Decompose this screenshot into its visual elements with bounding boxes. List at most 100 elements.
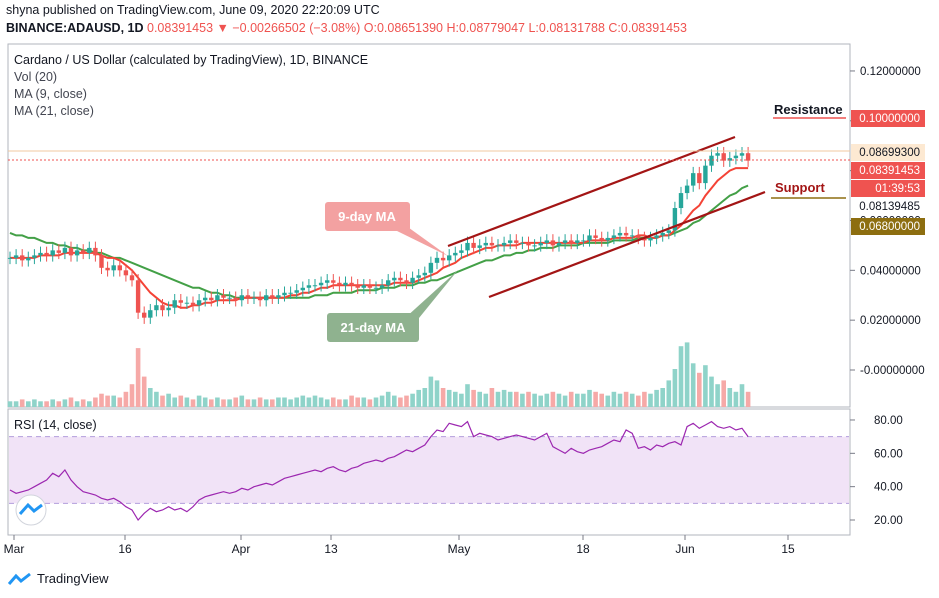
volume-bar [62, 399, 68, 407]
volume-bar [245, 399, 251, 407]
volume-bar [611, 391, 617, 407]
ma9-indicator-label[interactable]: MA (9, close) [14, 87, 87, 101]
candle-body [636, 235, 641, 238]
volume-bar [38, 401, 43, 407]
x-tick-label: 13 [324, 542, 338, 556]
candle-body [745, 153, 751, 161]
volume-bar [227, 399, 232, 407]
candle-body [465, 242, 470, 251]
volume-bar [68, 397, 74, 407]
candle-body [373, 287, 379, 289]
volume-bar [74, 401, 80, 407]
volume-bar [453, 391, 458, 407]
candle-body [203, 297, 208, 301]
volume-bar [709, 376, 714, 407]
resistance-label: Resistance [774, 102, 843, 117]
candle-body [38, 252, 43, 256]
volume-bar [617, 393, 623, 407]
ma21-callout: 21-day MA [327, 270, 458, 342]
ma21-indicator-label[interactable]: MA (21, close) [14, 104, 94, 118]
volume-bar [32, 399, 37, 407]
x-tick-label: Jun [675, 542, 694, 556]
volume-bar [141, 376, 147, 407]
volume-bar [263, 399, 269, 407]
candle-body [32, 255, 37, 258]
candle-body [135, 280, 141, 313]
candle-body [81, 250, 86, 253]
candle-body [74, 250, 80, 256]
candle-body [178, 300, 183, 303]
candle-body [605, 237, 610, 241]
volume-bar [642, 391, 647, 407]
volume-bar [80, 399, 86, 407]
volume-bar [215, 397, 220, 407]
volume-bar [416, 389, 421, 407]
rsi-tick-label: 60.00 [874, 448, 903, 460]
ma21-line [9, 184, 749, 299]
candle-body [288, 292, 293, 294]
candle-body [337, 282, 342, 286]
candle-body [453, 252, 458, 256]
volume-bar [538, 395, 543, 407]
channel-lower-line [488, 190, 766, 299]
candle-body [129, 275, 135, 281]
candle-body [123, 270, 129, 276]
candle-body [660, 232, 665, 236]
candle-body [331, 280, 336, 283]
footer-brand[interactable]: TradingView [8, 571, 109, 586]
volume-bar [361, 397, 367, 407]
volume-bar [257, 397, 263, 407]
ma9-badge-text: 0.08139485 [859, 201, 920, 213]
volume-bar [87, 401, 92, 407]
candle-body [410, 277, 415, 283]
x-tick-label: Mar [4, 542, 25, 556]
publisher-line: shyna published on TradingView.com, June… [6, 3, 380, 17]
rsi-indicator-label[interactable]: RSI (14, close) [14, 418, 97, 432]
volume-bar [99, 393, 104, 407]
candle-body [727, 158, 732, 161]
candle-body [209, 297, 214, 301]
upper-price-badge-text: 0.08699300 [859, 147, 920, 159]
candle-body [587, 235, 592, 241]
y-tick-label: 0.02000000 [860, 315, 921, 327]
candle-body [56, 250, 61, 253]
candle-body [93, 247, 98, 256]
y-tick-label: 0.12000000 [860, 66, 921, 78]
volume-bar [56, 401, 62, 407]
volume-bar [324, 399, 330, 407]
volume-bar [654, 389, 659, 407]
candle-body [617, 232, 623, 236]
volume-bar [7, 401, 13, 407]
ma9-badge-box [851, 198, 925, 215]
volume-bar [636, 395, 641, 407]
x-tick-label: 18 [576, 542, 590, 556]
volume-bar [532, 393, 537, 407]
candle-body [550, 240, 556, 246]
ma9-line [10, 167, 749, 309]
volume-bar [282, 397, 287, 407]
vol-indicator-label[interactable]: Vol (20) [14, 70, 58, 84]
volume-bar [434, 380, 440, 407]
candle-body [526, 242, 531, 246]
candle-body [611, 235, 617, 238]
volume-bar [233, 397, 238, 407]
volume-bar [715, 384, 720, 407]
candle-body [562, 240, 568, 243]
support-badge-box [851, 218, 925, 235]
candle-body [630, 235, 635, 237]
price-change: ▼ −0.00266502 (−3.08%) [216, 21, 361, 35]
volume-bar [599, 393, 604, 407]
volume-bar [306, 397, 312, 407]
ma21-callout-text: 21-day MA [340, 320, 406, 335]
candle-body [349, 282, 354, 286]
volume-bar [605, 395, 611, 407]
candle-body [703, 165, 708, 184]
rsi-line [9, 420, 749, 521]
candle-body [459, 250, 464, 253]
resistance-badge-text: 0.10000000 [859, 113, 920, 125]
candle-body [386, 280, 391, 286]
volume-bar [392, 395, 397, 407]
volume-bar [221, 399, 226, 407]
volume-bar [568, 391, 574, 407]
